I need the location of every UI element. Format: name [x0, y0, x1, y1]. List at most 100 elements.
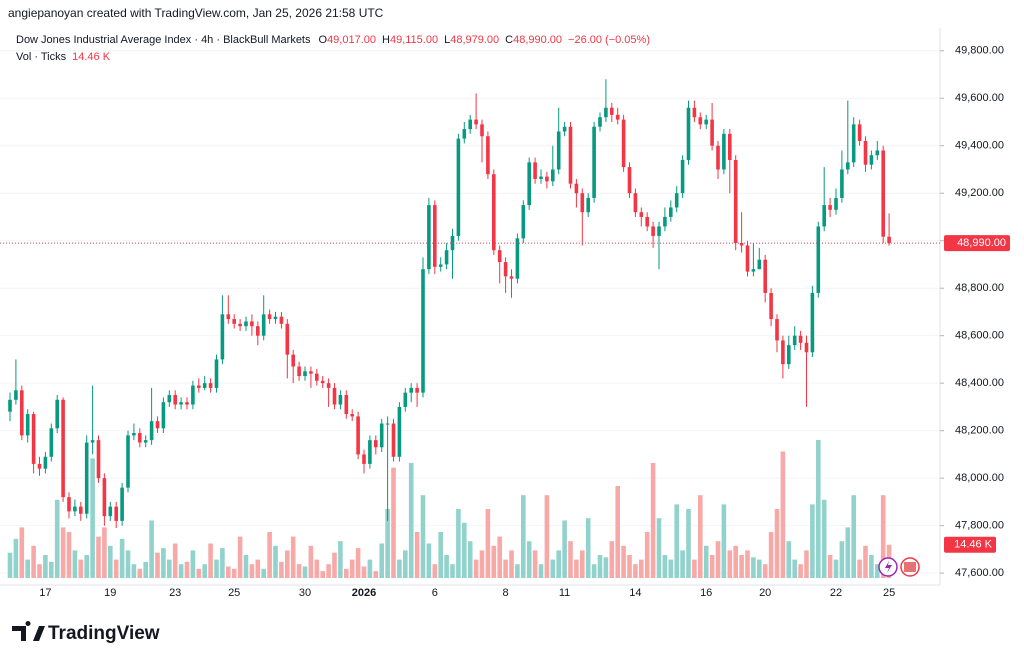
candle-body: [315, 373, 319, 381]
candle-body: [350, 414, 354, 417]
logo: TradingView: [12, 621, 160, 644]
candle-body: [474, 119, 478, 125]
volume-bar: [149, 520, 154, 578]
volume-bar: [379, 543, 384, 578]
volume-bar: [119, 538, 125, 578]
volume-bar: [703, 545, 709, 578]
candle-body: [551, 169, 555, 182]
volume-bar: [686, 509, 691, 578]
candle-body: [598, 117, 602, 127]
candle-body: [739, 243, 744, 246]
candle-body: [167, 395, 172, 403]
volume-bar: [521, 495, 526, 578]
volume-bar: [385, 509, 390, 578]
volume-bar: [19, 527, 25, 578]
volume-bar: [609, 541, 615, 578]
candle-body: [527, 162, 531, 206]
candle-body: [509, 276, 514, 279]
volume-bar: [78, 559, 84, 578]
volume-bar: [285, 550, 290, 578]
volume-bar: [532, 550, 538, 578]
y-tick-label: 48,000.00: [955, 472, 1004, 484]
candle-body: [25, 414, 30, 436]
volume-bar: [273, 545, 278, 578]
y-tick-label: 47,800.00: [955, 520, 1004, 532]
volume-legend: Vol · Ticks 14.46 K: [16, 51, 111, 63]
candle-body: [462, 129, 467, 139]
volume-bar: [544, 495, 550, 578]
volume-bar: [302, 566, 308, 578]
candle-body: [379, 423, 384, 448]
volume-bar: [721, 504, 727, 578]
candle-body: [362, 454, 366, 464]
volume-bar: [355, 548, 361, 578]
volume-bar: [25, 559, 30, 578]
candle-body: [840, 169, 844, 198]
x-tick-label: 20: [759, 587, 771, 599]
volume-bar: [739, 555, 744, 578]
candle-body: [120, 487, 124, 521]
volume-bar: [827, 555, 833, 578]
candle-body: [79, 506, 83, 514]
candle-body: [391, 423, 396, 457]
volume-bar: [349, 559, 355, 578]
candle-body: [14, 390, 18, 400]
candle-layer: [8, 79, 891, 529]
candle-body: [604, 107, 608, 118]
volume-bar: [491, 545, 497, 578]
volume-bar: [344, 568, 349, 578]
volume-bar: [733, 545, 738, 578]
candle-body: [332, 387, 337, 405]
candle-body: [545, 176, 549, 182]
candle-body: [232, 319, 236, 324]
candle-body: [126, 435, 130, 488]
x-tick-label: 14: [629, 587, 641, 599]
candle-body: [775, 319, 779, 341]
volume-bar: [833, 559, 839, 578]
candle-body: [869, 155, 874, 165]
candle-body: [816, 226, 821, 293]
ohlc-key: H: [382, 34, 390, 46]
volume-bar: [391, 467, 396, 578]
volume-bar: [762, 564, 768, 578]
y-tick-label: 49,600.00: [955, 92, 1004, 104]
candle-body: [857, 124, 862, 141]
volume-bar: [255, 559, 261, 578]
candle-body: [161, 402, 166, 429]
candle-body: [8, 399, 12, 412]
candle-body: [787, 345, 791, 365]
volume-bar: [13, 538, 19, 578]
candle-body: [31, 414, 36, 464]
candle-body: [427, 205, 431, 270]
candle-body: [37, 463, 42, 469]
candle-body: [326, 383, 331, 388]
candle-body: [67, 497, 71, 512]
candle-body: [610, 107, 614, 115]
candle-body: [680, 159, 685, 194]
volume-bar: [403, 550, 408, 578]
candle-body: [633, 193, 638, 213]
candle-body: [568, 126, 573, 184]
candle-body: [96, 440, 101, 479]
volume-bar: [715, 541, 721, 578]
candle-body: [468, 119, 472, 130]
volume-bar: [880, 495, 886, 578]
volume-bar: [875, 564, 880, 578]
candle-body: [55, 399, 59, 429]
candle-body: [273, 316, 278, 320]
volume-bar: [308, 545, 314, 578]
x-tick-label: 11: [559, 587, 570, 599]
volume-bar: [627, 555, 632, 578]
candle-body: [580, 193, 585, 213]
volume-bar: [237, 536, 243, 578]
volume-bar: [320, 571, 325, 578]
candle-body: [710, 119, 714, 146]
candle-body: [49, 428, 54, 457]
volume-bar: [804, 550, 809, 578]
x-tick-label: 17: [39, 587, 51, 599]
volume-bar: [178, 564, 184, 578]
volume-bar: [745, 550, 750, 578]
volume-bar: [639, 559, 644, 578]
volume-bar: [426, 543, 432, 578]
candle-body: [751, 269, 756, 272]
